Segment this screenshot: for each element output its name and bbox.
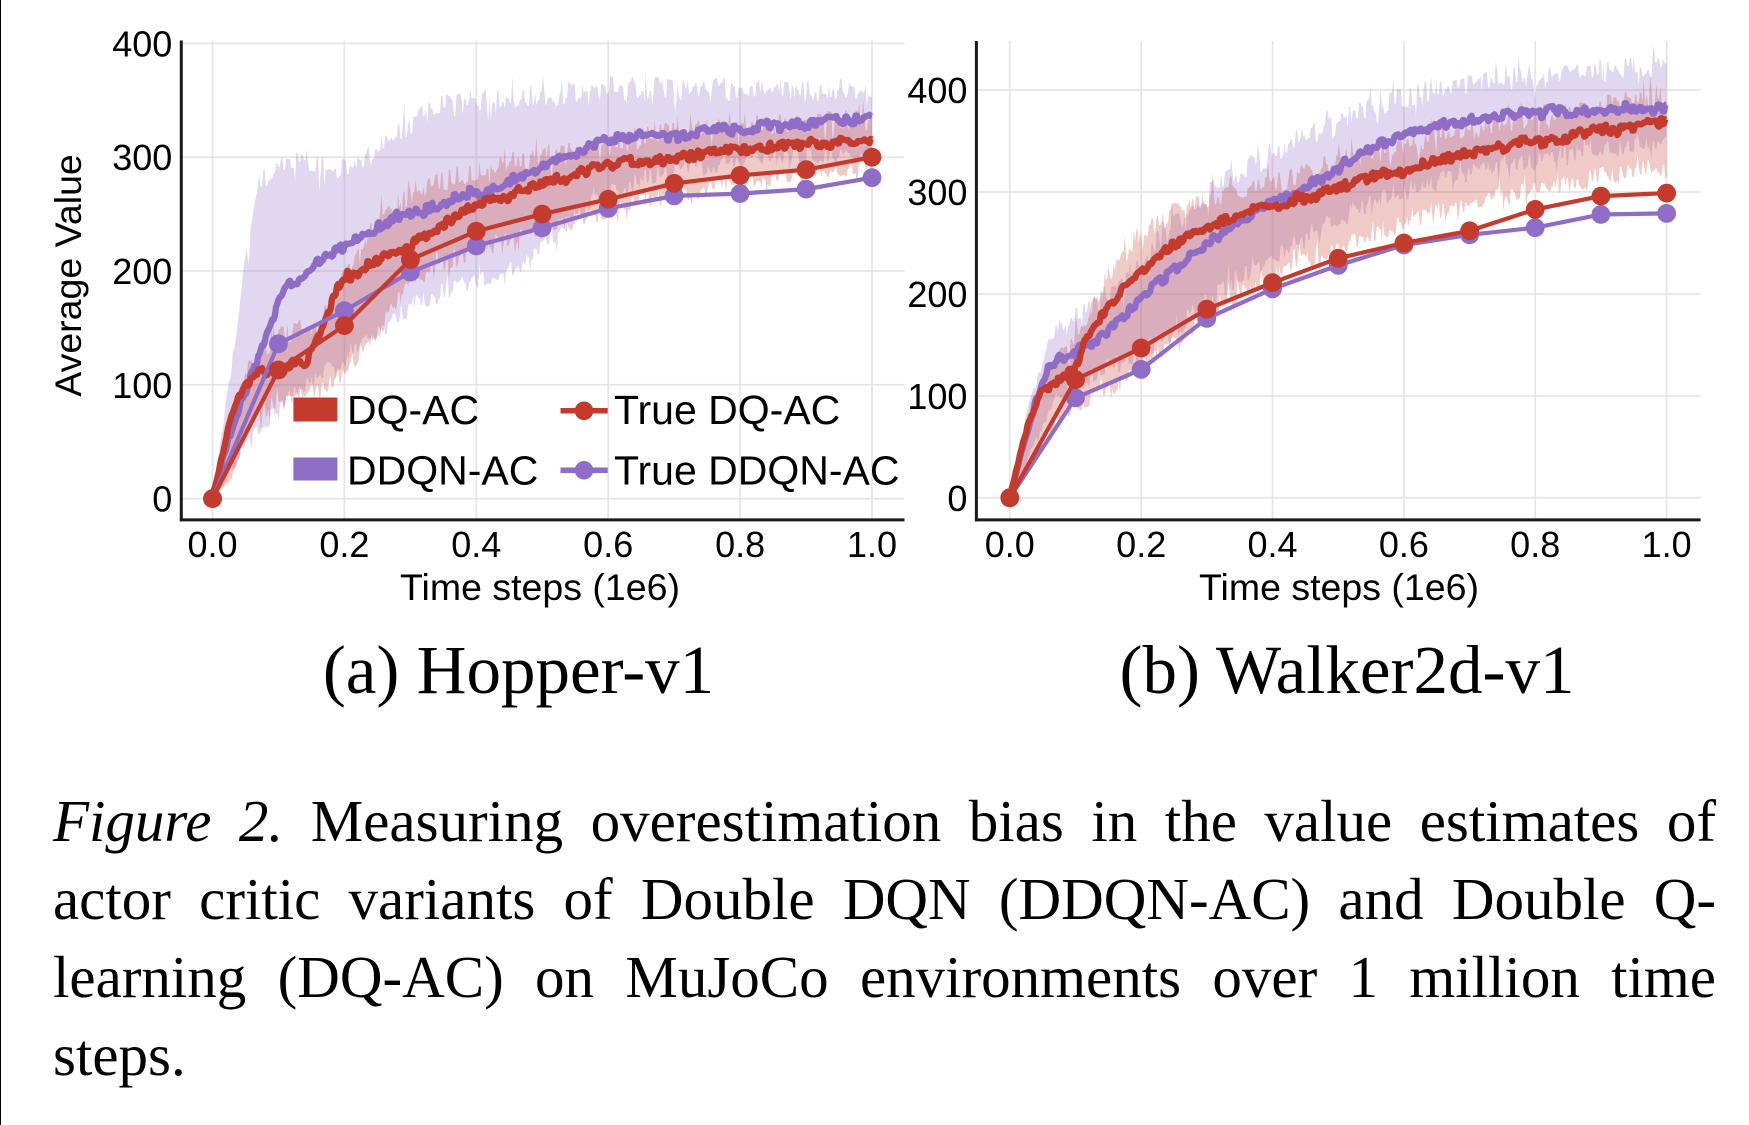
- svg-text:True DDQN-AC: True DDQN-AC: [614, 448, 900, 494]
- svg-text:200: 200: [907, 274, 967, 315]
- svg-text:0.6: 0.6: [583, 524, 633, 565]
- svg-text:0.0: 0.0: [187, 524, 237, 565]
- svg-text:Time steps (1e6): Time steps (1e6): [1199, 566, 1479, 608]
- svg-text:DDQN-AC: DDQN-AC: [347, 448, 538, 494]
- svg-text:DQ-AC: DQ-AC: [347, 387, 479, 433]
- svg-text:100: 100: [112, 365, 172, 406]
- svg-text:100: 100: [907, 376, 967, 417]
- svg-text:0.4: 0.4: [451, 524, 501, 565]
- svg-text:1.0: 1.0: [1642, 524, 1692, 565]
- svg-text:1.0: 1.0: [847, 524, 897, 565]
- svg-text:0.2: 0.2: [319, 524, 369, 565]
- svg-text:0.4: 0.4: [1247, 524, 1297, 565]
- svg-text:200: 200: [112, 251, 172, 292]
- svg-text:Time steps (1e6): Time steps (1e6): [400, 566, 680, 608]
- svg-text:300: 300: [907, 172, 967, 213]
- svg-text:0.8: 0.8: [1510, 524, 1560, 565]
- svg-text:400: 400: [907, 70, 967, 111]
- svg-text:0: 0: [947, 478, 967, 519]
- svg-text:Average Value: Average Value: [47, 154, 89, 397]
- svg-text:400: 400: [112, 23, 172, 64]
- svg-text:True DQ-AC: True DQ-AC: [614, 387, 840, 433]
- svg-text:0.0: 0.0: [985, 524, 1035, 565]
- svg-text:0.2: 0.2: [1116, 524, 1166, 565]
- svg-text:300: 300: [112, 137, 172, 178]
- svg-text:0.6: 0.6: [1379, 524, 1429, 565]
- svg-text:0.8: 0.8: [715, 524, 765, 565]
- svg-text:0: 0: [152, 479, 172, 520]
